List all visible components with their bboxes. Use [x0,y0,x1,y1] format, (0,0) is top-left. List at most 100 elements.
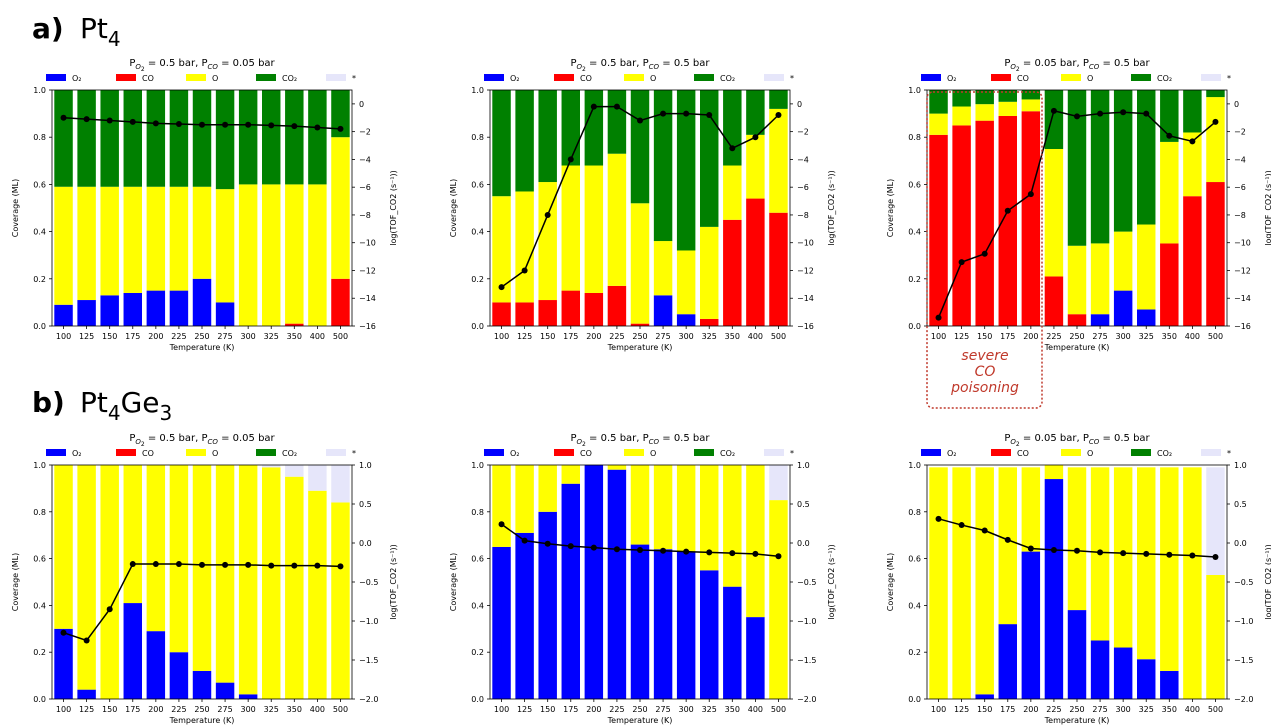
tof-point [498,521,505,528]
bar-segment [1137,309,1156,326]
chart-panels: O₂ CO O CO₂ *PO2 = 0.5 bar, PCO = 0.05 bar0.… [11,58,1271,725]
bar-segment [100,295,119,326]
bar-segment [630,465,650,545]
chart-title-part: = 0.5 bar [1099,58,1150,69]
bar-segment [630,203,650,324]
bar-segment [1067,90,1087,246]
bar-segment [975,467,994,695]
bar-segment [1090,243,1110,315]
y2-tick-label: −16 [797,322,814,331]
bar-segment [1206,90,1225,98]
bar-segment [54,90,73,187]
chart-legend: O₂ CO O CO₂ * [921,449,1231,458]
tof-point [245,561,252,568]
y2-tick-label: 0.5 [797,500,810,509]
bar-segment [929,90,948,114]
x-tick-label: 500 [1208,332,1223,341]
chart-title-part: P [129,58,135,69]
x-tick-label: 225 [1046,332,1061,341]
legend-swatch [116,74,136,81]
x-tick-label: 400 [310,705,325,714]
y-tick-label: 0.0 [471,322,484,331]
chart-title-part: = 0.5 bar [1099,433,1150,444]
y2-tick-label: −2 [359,128,371,137]
legend-label: CO₂ [282,74,297,83]
y2-axis-label: log(TOF_CO2 (s⁻¹)) [1264,170,1271,246]
y2-tick-label: 0.0 [1234,539,1247,548]
y2-axis-label: log(TOF_CO2 (s⁻¹)) [1264,544,1271,620]
bar-segment [285,184,304,324]
x-tick-label: 325 [264,705,279,714]
y-tick-label: 0.6 [908,555,921,564]
x-tick-label: 250 [194,705,209,714]
x-tick-label: 100 [494,705,509,714]
bars [54,465,350,699]
y-tick-label: 0.0 [471,695,484,704]
bar-segment [215,682,235,699]
chart-title: PO2 = 0.5 bar, PCO = 0.05 bar [129,58,275,73]
y2-tick-label: −12 [797,266,814,275]
x-tick-label: 175 [125,705,140,714]
bar-segment [1137,467,1156,660]
bar-segment [975,104,994,121]
bar-segment [1113,467,1133,648]
legend-swatch [921,449,941,456]
x-tick-label: 500 [771,705,786,714]
bar-segment [77,465,96,690]
annotation-line-1: severe [961,348,1008,364]
bar-segment [100,90,119,187]
x-tick-label: 500 [333,332,348,341]
tof-point [613,546,620,553]
tof-point [1212,118,1219,125]
legend-label: O₂ [947,74,957,83]
bar-segment [515,191,534,303]
x-tick-label: 325 [1139,332,1154,341]
tof-point [60,629,67,636]
bar-segment [308,90,327,185]
bar-segment [1113,231,1133,291]
bar-segment [769,90,788,109]
chart-title-part: 2 [1016,66,1020,73]
legend-label: CO [1017,74,1029,83]
bar-segment [630,323,650,326]
tof-point [1097,549,1104,556]
bar-segment [1113,647,1133,699]
bar-segment [630,544,650,699]
bar-segment [769,465,788,501]
bar-segment [238,184,258,326]
bar-segment [929,467,948,699]
tof-point [83,116,90,123]
tof-point [544,211,551,218]
y2-tick-label: −6 [359,183,371,192]
chart-title-part: = 0.05 bar, P [1020,433,1089,444]
tof-point [1097,110,1104,117]
y2-tick-label: −1.0 [797,617,816,626]
bar-segment [1021,90,1041,100]
bar-segment [538,511,557,699]
bar-segment [492,90,511,197]
bar-segment [723,219,742,326]
x-tick-label: 100 [56,332,71,341]
bar-segment [492,302,511,326]
legend-label: CO₂ [1157,449,1172,458]
chart-title-part: = 0.05 bar [218,58,276,69]
row-b-subscript-2: 3 [160,401,173,425]
y2-tick-label: −1.0 [1234,617,1253,626]
legend-swatch [554,74,574,81]
tof-point [521,537,528,544]
x-tick-label: 125 [517,332,532,341]
legend-label: O₂ [510,74,520,83]
row-b-label: b) [32,386,65,419]
x-tick-label: 400 [1185,705,1200,714]
chart-title-part: 2 [582,441,586,448]
y-tick-label: 0.4 [33,601,46,610]
y2-tick-label: −2.0 [797,695,816,704]
chart-title-part: CO [207,63,218,71]
tof-point [1027,191,1034,198]
tof-point [268,122,275,129]
chart-title-part: CO [207,438,218,446]
bar-segment [169,465,189,653]
tof-point [106,606,113,613]
bar-segment [1113,290,1133,326]
y-tick-label: 0.6 [908,180,921,189]
